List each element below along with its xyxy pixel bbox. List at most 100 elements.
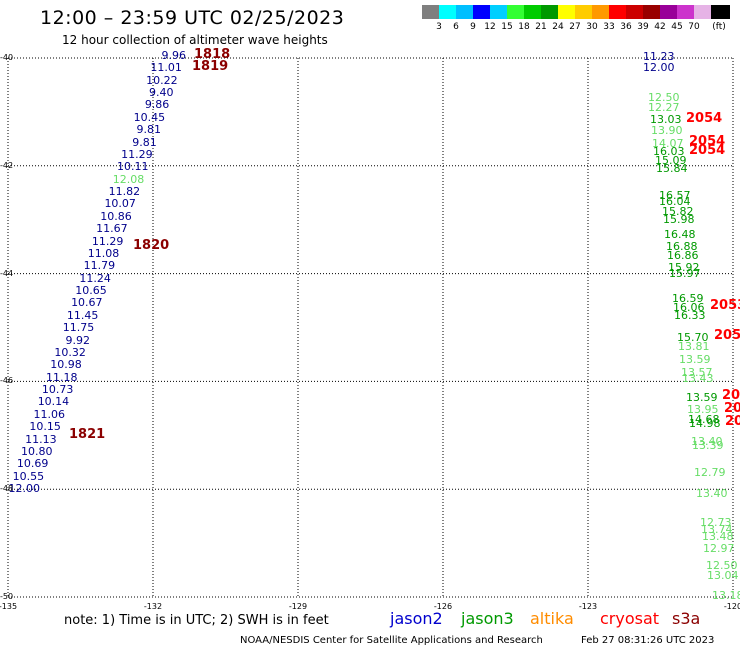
east-track-wave-height: 16.33 [674,309,706,322]
scale-color-swatch [490,5,509,19]
west-track-wave-height: 9.40 [148,86,174,100]
west-track-wave-height: 9.81 [132,135,157,149]
west-track-wave-height: 10.07 [104,197,136,211]
west-track-wave-height: 11.08 [87,246,120,260]
east-track-wave-height: 13.04 [707,569,739,582]
east-track-time-label: 20 [725,414,740,429]
scale-color-swatch [456,5,475,19]
west-track-wave-height: 11.79 [83,259,116,273]
west-track-wave-height: 10.65 [75,284,107,298]
generation-timestamp: Feb 27 08:31:26 UTC 2023 [581,635,715,646]
west-track-wave-height: 10.32 [54,345,86,359]
latitude-label: -50 [0,592,14,601]
longitude-label: -123 [578,602,598,611]
east-track-wave-height: 16.88 [666,240,698,253]
west-track-wave-height: 11.67 [96,222,128,236]
west-track-wave-height: 11.75 [62,321,95,335]
east-track-wave-height: 13.40 [691,435,723,448]
map-subtitle: 12 hour collection of altimeter wave hei… [62,33,328,47]
scale-tick-label: 45 [671,22,683,32]
scale-color-swatch [643,5,662,19]
east-track-wave-height: 15.09 [655,154,687,167]
scale-tick-label: (ft) [712,22,726,32]
west-track-wave-height: 10.73 [41,383,74,397]
scale-tick-label: 36 [620,22,632,32]
east-track-wave-height: 16.86 [667,249,699,262]
west-track-wave-height: 10.86 [100,209,132,223]
scale-color-swatch [694,5,713,19]
west-track-wave-height: 10.14 [37,395,70,409]
east-track-time-label: 2054 [689,143,726,158]
east-track-wave-height: 12.50 [648,91,680,104]
longitude-label: -129 [288,602,308,611]
satellite-legend-jason3: jason3 [461,609,514,628]
west-track-wave-height: 10.22 [146,73,178,87]
west-track-wave-height: 10.69 [16,457,49,471]
west-track-wave-height: 10.98 [50,358,82,372]
east-track-wave-height: 16.03 [653,145,685,158]
latitude-label: -42 [0,160,14,170]
east-track-wave-height: 13.81 [678,340,710,353]
west-track-wave-height: 9.92 [65,333,91,347]
east-track-wave-height: 13.59 [679,353,711,366]
scale-tick-label: 33 [603,22,615,32]
satellite-legend-altika: altika [530,609,574,628]
east-track-wave-height: 13.40 [696,487,728,500]
west-track-wave-height: 11.82 [108,185,141,199]
scale-tick-label: 6 [453,22,459,32]
east-track-wave-height: 13.90 [651,124,683,137]
satellite-legend-s3a: s3a [672,609,701,628]
scale-tick-label: 18 [518,22,530,32]
east-track-wave-height: 13.18 [712,589,740,602]
east-track-wave-height: 16.04 [659,195,691,208]
west-track-wave-height: 9.81 [136,123,161,137]
longitude-label: -120 [723,602,740,611]
east-track-wave-height: 12.97 [703,542,735,555]
scale-tick-label: 39 [637,22,649,32]
latitude-label: -44 [0,268,14,278]
east-track-wave-height: 14.68 [688,413,720,426]
west-track-time-label: 1819 [192,59,229,74]
longitude-label: -126 [433,602,453,611]
scale-color-swatch [711,5,730,19]
west-track-wave-height: 10.45 [133,110,166,124]
east-track-wave-height: 13.39 [692,439,724,452]
credit-line: NOAA/NESDIS Center for Satellite Applica… [240,635,543,646]
west-track-wave-height: 11.45 [66,308,99,322]
scale-color-swatch [558,5,577,19]
scale-color-swatch [524,5,543,19]
east-track-wave-height: 12.00 [643,61,675,74]
east-track-wave-height: 13.74 [701,523,733,536]
east-track-wave-height: 15.70 [677,331,709,344]
scale-color-swatch [677,5,696,19]
longitude-label: -132 [143,602,163,611]
east-track-wave-height: 14.07 [652,137,684,150]
east-track-time-label: 2054 [689,134,726,149]
latitude-label: -40 [0,53,14,62]
east-track-wave-height: 15.84 [656,162,688,175]
scale-tick-label: 27 [569,22,581,32]
west-track-wave-height: 11.01 [150,61,182,75]
east-track-time-label: 2054 [686,111,723,126]
satellite-legend-jason2: jason2 [390,609,443,628]
scale-tick-label: 70 [688,22,700,32]
scale-color-swatch [507,5,526,19]
east-track-time-label: 20 [724,401,740,416]
west-track-wave-height: 12.00 [8,482,41,495]
east-track-wave-height: 13.57 [681,366,713,379]
satellite-legend-cryosat: cryosat [600,609,660,628]
scale-color-swatch [592,5,611,19]
west-track-wave-height: 9.96 [161,49,187,62]
scale-color-swatch [422,5,441,19]
units-note: note: 1) Time is in UTC; 2) SWH is in fe… [64,613,329,628]
east-track-time-label: 2053 [714,328,740,343]
scale-tick-label: 15 [501,22,513,32]
east-track-wave-height: 16.59 [672,292,704,305]
west-track-time-label: 1820 [133,238,170,253]
west-track-wave-height: 11.24 [79,271,111,285]
scale-tick-label: 12 [484,22,496,32]
west-track-wave-height: 10.11 [116,160,149,174]
east-track-wave-height: 14.98 [689,417,721,430]
